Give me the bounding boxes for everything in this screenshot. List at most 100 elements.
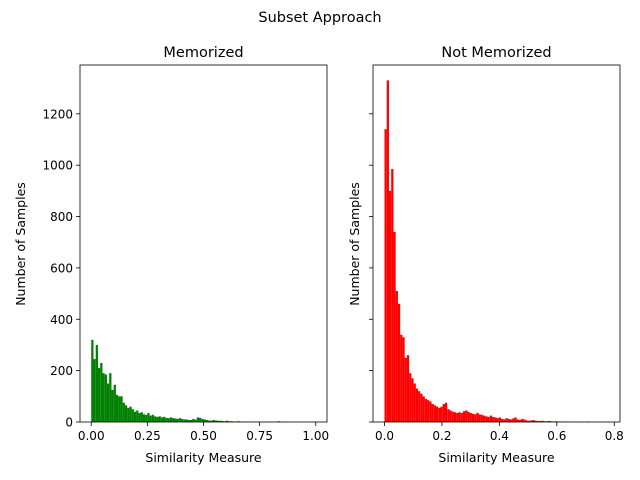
memorized-ytick-label: 600 — [50, 261, 73, 275]
not-memorized-bar — [514, 417, 517, 422]
memorized-xtick-label: 0.25 — [134, 429, 161, 443]
memorized-bar — [91, 339, 94, 422]
not-memorized-xtick-label: 0.8 — [605, 429, 624, 443]
not-memorized-bar — [388, 190, 392, 422]
memorized-bar — [142, 414, 146, 422]
not-memorized-bar — [503, 419, 506, 422]
memorized-bar — [133, 411, 137, 422]
memorized-title: Memorized — [163, 45, 243, 61]
not-memorized-bar — [400, 334, 403, 422]
not-memorized-bar — [492, 416, 495, 422]
not-memorized-bar — [474, 414, 477, 422]
memorized-bar — [225, 420, 229, 422]
not-memorized-ylabel: Number of Samples — [347, 182, 362, 306]
not-memorized-bar — [406, 355, 410, 422]
memorized-xlabel: Similarity Measure — [145, 450, 262, 465]
memorized-bar — [138, 413, 141, 422]
not-memorized-xlabel: Similarity Measure — [438, 450, 555, 465]
memorized-bar — [100, 362, 103, 422]
memorized-bar — [212, 419, 215, 422]
not-memorized-bar — [476, 412, 479, 422]
memorized-bar — [156, 416, 159, 422]
not-memorized-bar — [548, 420, 551, 422]
memorized-bar — [113, 384, 116, 422]
not-memorized-bar — [395, 291, 398, 422]
memorized-bar — [93, 359, 96, 422]
not-memorized-bar — [512, 418, 515, 422]
not-memorized-bar — [478, 414, 481, 422]
not-memorized-bars — [384, 80, 609, 423]
not-memorized-bar — [539, 420, 542, 422]
not-memorized-bar — [451, 411, 454, 422]
memorized-bar — [106, 383, 110, 422]
memorized-bar — [163, 416, 166, 422]
not-memorized-bar — [500, 418, 504, 422]
not-memorized-bar — [469, 413, 472, 422]
not-memorized-bar — [530, 420, 533, 422]
memorized-ytick-label: 200 — [50, 364, 73, 378]
not-memorized-bar — [505, 418, 508, 422]
memorized-bar — [145, 414, 148, 422]
not-memorized-bar — [413, 383, 416, 422]
memorized-bar — [169, 417, 173, 422]
not-memorized-bar — [411, 378, 414, 422]
memorized-bar — [221, 420, 224, 422]
not-memorized-bar — [509, 419, 513, 422]
not-memorized-bar — [516, 419, 519, 422]
not-memorized-bar — [386, 80, 389, 422]
memorized-bar — [181, 418, 184, 422]
memorized-frame — [79, 64, 328, 423]
memorized-bar — [185, 419, 188, 422]
not-memorized-bar — [485, 416, 488, 422]
not-memorized-bar — [507, 418, 510, 422]
not-memorized-bar — [467, 411, 470, 422]
not-memorized-xtick-label: 0.6 — [547, 429, 566, 443]
memorized-bar — [216, 420, 220, 422]
memorized-bar — [190, 419, 193, 422]
not-memorized-bar — [489, 415, 493, 422]
memorized-bar — [172, 418, 175, 422]
memorized-bar — [129, 406, 132, 422]
memorized-bar — [201, 418, 204, 422]
not-memorized-bar — [498, 417, 501, 422]
memorized-ytick-label: 1200 — [42, 107, 73, 121]
not-memorized-bar — [471, 413, 475, 422]
memorized-bar — [140, 412, 143, 422]
not-memorized-bar — [424, 398, 428, 422]
not-memorized-bar — [456, 413, 459, 422]
memorized-xtick-label: 1.00 — [302, 429, 329, 443]
memorized-bar — [97, 368, 101, 422]
memorized-bar — [183, 419, 186, 422]
not-memorized-bar — [449, 410, 452, 422]
memorized-bar — [104, 374, 107, 422]
memorized-bar — [165, 417, 168, 422]
memorized-ytick-label: 800 — [50, 210, 73, 224]
not-memorized-bar — [453, 412, 457, 422]
memorized-bar — [210, 420, 213, 422]
memorized-bar — [205, 419, 208, 422]
figure-title: Subset Approach — [258, 10, 381, 26]
memorized-bar — [122, 402, 125, 422]
not-memorized-bar — [447, 409, 450, 422]
not-memorized-bar — [431, 404, 434, 422]
not-memorized-bar — [438, 407, 441, 422]
not-memorized-bar — [487, 416, 490, 422]
not-memorized-xtick-label: 0.0 — [375, 429, 394, 443]
not-memorized-bar — [391, 169, 394, 422]
memorized-bar — [174, 418, 177, 422]
not-memorized-bar — [462, 411, 466, 422]
memorized-xtick-label: 0.75 — [246, 429, 273, 443]
not-memorized-xtick-label: 0.2 — [432, 429, 451, 443]
memorized-bar — [199, 417, 202, 422]
memorized-bar — [203, 419, 206, 422]
not-memorized-bar — [429, 401, 432, 422]
not-memorized-bar — [402, 337, 405, 422]
memorized-bar — [136, 410, 139, 422]
not-memorized-bar — [444, 402, 448, 422]
memorized-bar — [120, 396, 123, 422]
not-memorized-bar — [483, 415, 486, 422]
memorized-bar — [131, 409, 134, 422]
memorized-bar — [158, 416, 161, 422]
memorized-bar — [196, 417, 200, 422]
not-memorized-bar — [496, 418, 499, 422]
